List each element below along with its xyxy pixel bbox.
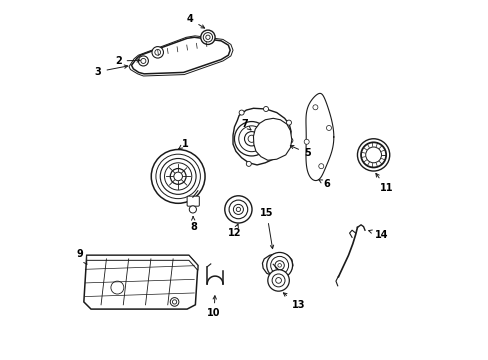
Circle shape: [274, 261, 284, 270]
Circle shape: [267, 270, 289, 291]
Circle shape: [277, 264, 281, 267]
Circle shape: [228, 200, 247, 219]
Text: 12: 12: [227, 224, 241, 238]
Circle shape: [156, 154, 200, 199]
Text: 9: 9: [77, 248, 87, 265]
Circle shape: [247, 135, 255, 142]
Text: 11: 11: [375, 174, 392, 193]
Text: 5: 5: [290, 145, 310, 158]
Circle shape: [205, 35, 210, 40]
Circle shape: [238, 126, 264, 152]
Circle shape: [164, 163, 191, 190]
Text: 1: 1: [179, 139, 188, 149]
Circle shape: [312, 105, 317, 110]
Text: 7: 7: [241, 120, 250, 130]
Circle shape: [170, 168, 185, 184]
Circle shape: [318, 164, 323, 169]
Circle shape: [365, 147, 381, 163]
Circle shape: [246, 161, 251, 166]
Text: 4: 4: [186, 14, 204, 28]
Text: 8: 8: [190, 217, 197, 232]
Circle shape: [224, 196, 251, 223]
Circle shape: [233, 204, 243, 215]
Circle shape: [160, 158, 196, 194]
Circle shape: [287, 138, 292, 143]
FancyBboxPatch shape: [187, 196, 199, 206]
Circle shape: [152, 46, 163, 58]
Circle shape: [189, 206, 196, 213]
Circle shape: [155, 49, 160, 55]
Circle shape: [138, 56, 148, 66]
Circle shape: [172, 300, 176, 304]
Circle shape: [263, 107, 268, 112]
Circle shape: [170, 298, 179, 306]
Circle shape: [236, 207, 240, 212]
Text: 10: 10: [207, 296, 220, 318]
Text: 14: 14: [368, 230, 387, 239]
Polygon shape: [253, 118, 291, 160]
Circle shape: [151, 149, 204, 203]
Circle shape: [286, 120, 291, 125]
Circle shape: [234, 122, 268, 156]
Circle shape: [266, 252, 292, 278]
Circle shape: [326, 125, 331, 130]
Circle shape: [141, 58, 145, 63]
Circle shape: [271, 274, 285, 287]
Circle shape: [174, 172, 182, 181]
Circle shape: [270, 256, 288, 274]
Circle shape: [304, 139, 308, 144]
Circle shape: [203, 33, 212, 42]
Text: 3: 3: [95, 65, 127, 77]
Circle shape: [239, 110, 244, 115]
Circle shape: [275, 278, 281, 283]
Text: 6: 6: [318, 179, 330, 189]
Circle shape: [360, 142, 386, 167]
Circle shape: [357, 139, 389, 171]
Circle shape: [201, 30, 215, 44]
Polygon shape: [233, 108, 290, 165]
Text: 13: 13: [283, 293, 305, 310]
Polygon shape: [131, 37, 230, 74]
Polygon shape: [83, 255, 198, 309]
Text: 2: 2: [115, 56, 140, 66]
Circle shape: [111, 281, 123, 294]
Text: 15: 15: [260, 208, 273, 249]
Circle shape: [244, 132, 258, 146]
Polygon shape: [86, 255, 198, 270]
Polygon shape: [262, 253, 292, 276]
